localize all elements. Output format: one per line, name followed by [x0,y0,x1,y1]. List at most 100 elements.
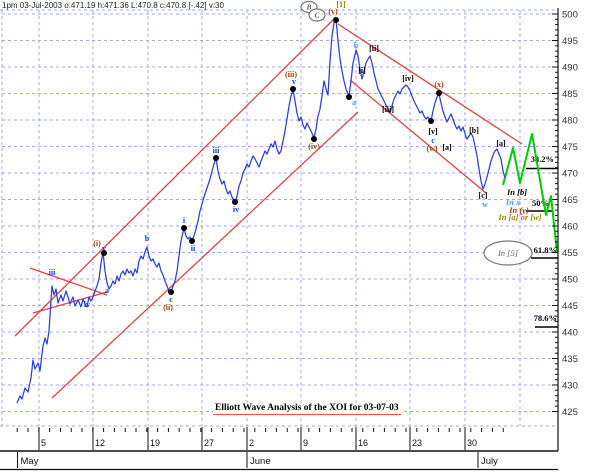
week-label: 2 [249,438,254,448]
wave-label: (x) [434,80,444,89]
wave-label: (iv) [308,142,320,151]
swing-dot [428,118,434,124]
y-axis-label: 485 [562,89,578,100]
quote-info-line: 1pm 03-Jul-2003 o:471.19 h:471.36 L:470.… [2,1,224,10]
week-label: 27 [204,438,214,448]
week-label: 5 [41,438,46,448]
trendline [51,111,359,399]
wave-label: [b] [469,126,479,135]
h-gridlines [2,13,558,412]
swing-dot [436,90,442,96]
swing-dots [101,17,442,295]
fib-label: 61.8% [534,245,557,255]
week-label: 9 [303,438,308,448]
trendline [349,79,487,194]
wave-label: a [352,98,356,107]
wave-label: ii [191,244,196,253]
trendline [337,23,523,145]
swing-dot [189,238,195,244]
wave-label: iv [233,205,239,214]
plot-borders [0,9,558,427]
y-axis: 425 430 435 440 445 450 455 460 465 470 475 480 485 4… [552,8,578,451]
wave-label: b [145,234,150,243]
y-axis-label: 460 [562,222,578,233]
y-axis-label: 455 [562,248,578,259]
wave-label: v [292,77,296,86]
week-label: 19 [150,438,160,448]
wave-label: iii [213,146,220,155]
wave-label: w [482,200,488,209]
wave-label: b [354,41,359,50]
y-axis-label: 495 [562,36,578,47]
month-label: July [481,456,498,467]
wave-label: c [169,295,173,304]
swing-dot [311,136,317,142]
fib-levels: 38.2% 50% 61.8% 78.6% [526,154,558,328]
scenario-label: In (y) [508,205,529,215]
price-line [16,18,506,404]
month-label: May [21,456,39,467]
y-axis-label: 500 [562,10,578,21]
wave-label: [v] [428,127,438,136]
chart-title: Elliott Wave Analysis of the XOI for 03-… [213,403,401,415]
wave-label: a [105,286,109,295]
y-axis-label: 490 [562,63,578,74]
scenario-label: In x [505,197,521,207]
trendline [14,16,337,337]
trendline [29,267,108,296]
badge-label: B [305,3,311,12]
y-axis-label: 480 [562,116,578,127]
week-label: 30 [467,438,477,448]
scenario-label: In [b] [506,187,527,197]
scenario-labels: In [b]In xIn (y)In [a] or [w] [497,187,541,222]
week-label: 16 [358,438,368,448]
swing-dot [181,225,187,231]
wave-label: i [183,216,186,225]
y-axis-label: 425 [562,407,578,418]
wave-label: (i) [93,239,101,248]
week-label: 23 [412,438,422,448]
y-axis-label: 470 [562,169,578,180]
trendlines [14,16,523,399]
swing-dot [101,250,107,256]
badges: BC In [5] [300,0,533,266]
badge-label: C [314,11,320,20]
wave-labels: iiiiv(i)vabc(ii)iiiiiiiv(iii)v(iv)[1](v)… [49,0,506,312]
scenario-label: In [a] or [w] [497,212,541,222]
wave-label: (v) [328,7,338,16]
wave-label: [a] [442,143,452,152]
fib-label: 38.2% [531,154,554,164]
wave-label: [iii] [382,105,394,114]
forecast-line [502,133,558,253]
badge-ellipse [483,240,533,266]
fib-label: 78.6% [534,313,557,323]
wave-label: (w) [426,144,437,153]
wave-label: [c] [479,191,488,200]
month-label: June [250,456,271,467]
swing-dot [346,94,352,100]
badge-ellipse [308,8,326,22]
wave-label: [iv] [402,74,414,83]
fib-label: 50% [532,198,549,208]
swing-dot [333,17,339,23]
wave-label: [i] [358,66,366,75]
badge-label: In [5] [497,248,518,258]
wave-label: iii [49,268,56,277]
y-axis-label: 440 [562,328,578,339]
y-axis-label: 435 [562,354,578,365]
y-axis-label: 445 [562,301,578,312]
wave-label: iv [84,300,90,309]
wave-label: v [102,244,106,253]
week-label: 12 [95,438,105,448]
wave-label: [ii] [369,44,379,53]
wave-label: (ii) [163,303,173,312]
swing-dot [213,155,219,161]
y-axis-label: 450 [562,275,578,286]
swing-dot [168,289,174,295]
swing-dot [232,199,238,205]
swing-dot [290,86,296,92]
y-axis-label: 475 [562,142,578,153]
